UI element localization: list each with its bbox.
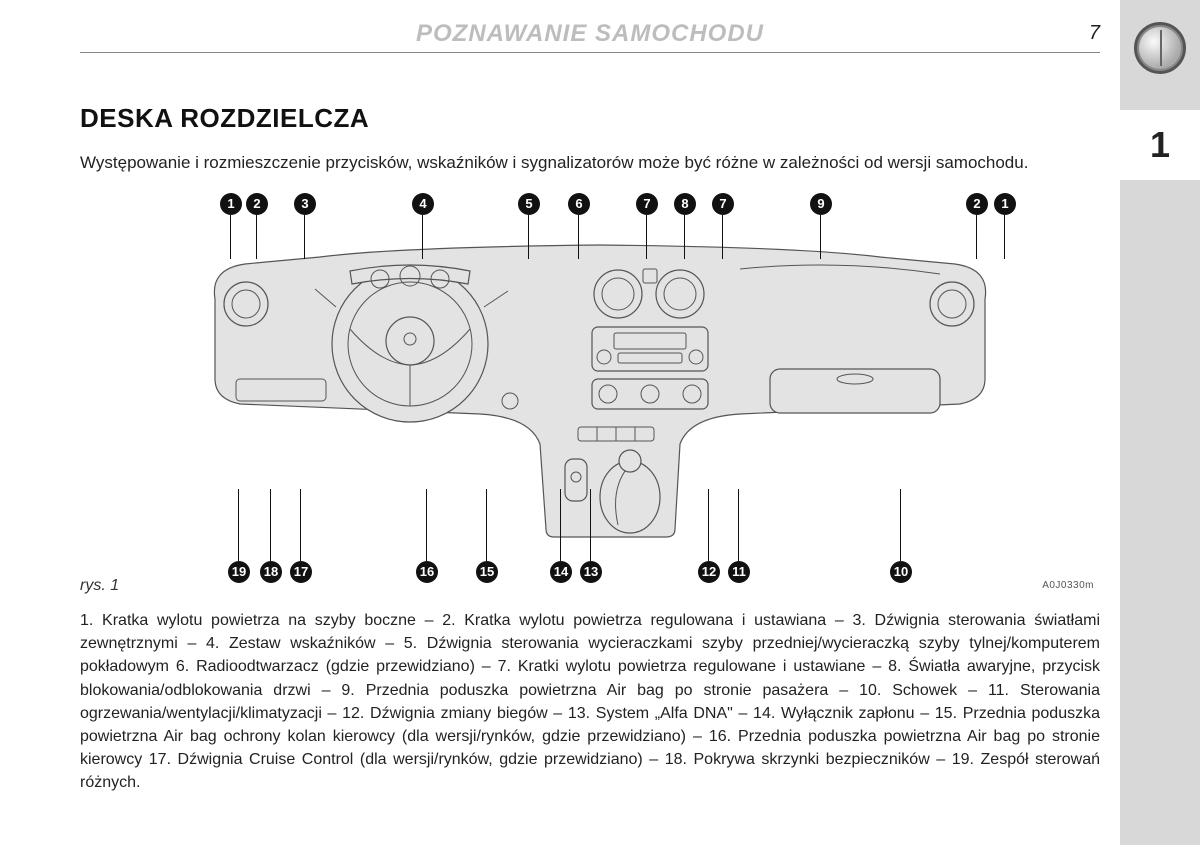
right-sidebar: 1 — [1120, 0, 1200, 845]
callout-bubble: 19 — [228, 561, 250, 583]
callout-line — [230, 215, 231, 259]
callout-line — [976, 215, 977, 259]
callout-bubble: 6 — [568, 193, 590, 215]
figure-label: rys. 1 — [80, 577, 119, 595]
callout-line — [1004, 215, 1005, 259]
callout-line — [270, 489, 271, 561]
callout-line — [304, 215, 305, 259]
figure-legend: 1. Kratka wylotu powietrza na szyby bocz… — [80, 609, 1100, 795]
callout-bubble: 11 — [728, 561, 750, 583]
callout-bubble: 1 — [220, 193, 242, 215]
callout-line — [820, 215, 821, 259]
callout-bubble: 15 — [476, 561, 498, 583]
page-content: POZNAWANIE SAMOCHODU DESKA ROZDZIELCZA W… — [80, 20, 1100, 794]
section-title: DESKA ROZDZIELCZA — [80, 103, 1100, 134]
callout-bubble: 5 — [518, 193, 540, 215]
callout-bubble: 13 — [580, 561, 602, 583]
callout-line — [256, 215, 257, 259]
callout-line — [708, 489, 709, 561]
chapter-number-tab: 1 — [1120, 110, 1200, 180]
callout-line — [426, 489, 427, 561]
callout-bubble: 14 — [550, 561, 572, 583]
callout-bubble: 3 — [294, 193, 316, 215]
callout-bubble: 4 — [412, 193, 434, 215]
dashboard-figure: rys. 1 A0J0330m 123456787921191817161514… — [80, 189, 1100, 589]
callout-bubble: 10 — [890, 561, 912, 583]
callout-line — [684, 215, 685, 259]
callout-bubble: 17 — [290, 561, 312, 583]
dashboard-diagram — [200, 229, 1000, 539]
callout-line — [238, 489, 239, 561]
callout-line — [560, 489, 561, 561]
callout-bubble: 9 — [810, 193, 832, 215]
callout-bubble: 2 — [966, 193, 988, 215]
callout-bubble: 18 — [260, 561, 282, 583]
callout-bubble: 16 — [416, 561, 438, 583]
callout-bubble: 2 — [246, 193, 268, 215]
intro-text: Występowanie i rozmieszczenie przycisków… — [80, 152, 1100, 175]
callout-bubble: 12 — [698, 561, 720, 583]
callout-bubble: 7 — [712, 193, 734, 215]
callout-bubble: 7 — [636, 193, 658, 215]
chapter-header: POZNAWANIE SAMOCHODU — [80, 20, 1100, 48]
callout-bubble: 8 — [674, 193, 696, 215]
callout-line — [578, 215, 579, 259]
callout-line — [738, 489, 739, 561]
callout-line — [528, 215, 529, 259]
callout-line — [300, 489, 301, 561]
callout-line — [422, 215, 423, 259]
figure-code: A0J0330m — [1042, 580, 1094, 591]
callout-line — [646, 215, 647, 259]
callout-bubble: 1 — [994, 193, 1016, 215]
callout-line — [486, 489, 487, 561]
callout-line — [722, 215, 723, 259]
brand-logo-icon — [1134, 22, 1186, 74]
callout-line — [900, 489, 901, 561]
callout-line — [590, 489, 591, 561]
brand-logo-inner — [1139, 27, 1181, 69]
